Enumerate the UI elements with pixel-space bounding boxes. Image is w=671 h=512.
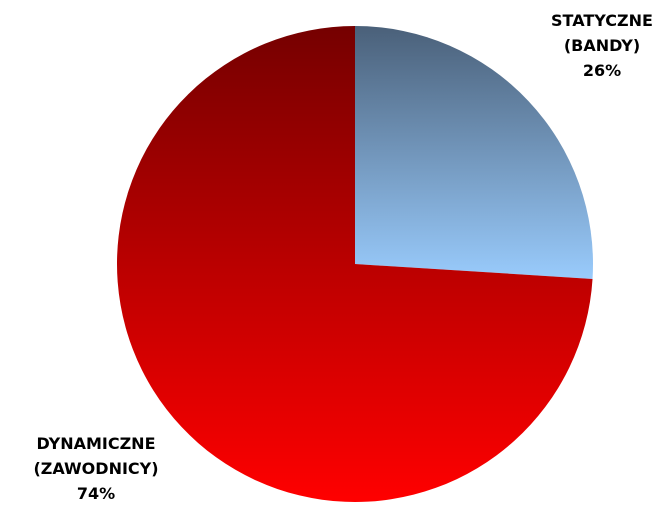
pie-slice-name-line-1-1: (ZAWODNICY): [33, 459, 158, 478]
pie-slices: [116, 26, 593, 502]
pie-slice-name-line-0-1: (BANDY): [564, 36, 640, 55]
pie-slice-0: [355, 26, 593, 279]
pie-slice-percent-1: 74%: [77, 484, 115, 503]
pie-slice-1: [116, 26, 593, 502]
pie-slice-name-line-0-0: STATYCZNE: [551, 11, 653, 30]
pie-slice-percent-0: 26%: [583, 61, 621, 80]
pie-slice-label-1: DYNAMICZNE (ZAWODNICY) 74%: [33, 434, 158, 503]
pie-slice-name-line-1-0: DYNAMICZNE: [36, 434, 155, 453]
pie-slice-label-0: STATYCZNE (BANDY) 26%: [551, 11, 653, 80]
pie-labels: STATYCZNE (BANDY) 26% DYNAMICZNE (ZAWODNICY)…: [33, 11, 653, 503]
